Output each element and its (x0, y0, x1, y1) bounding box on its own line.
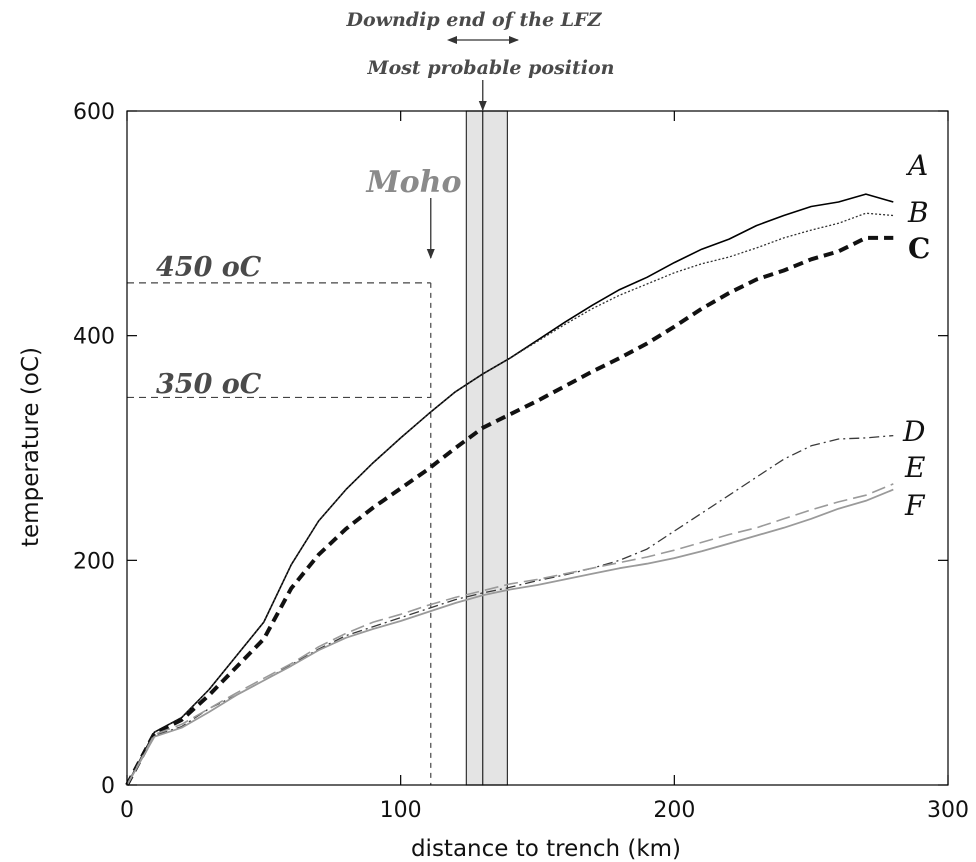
x-axis-label: distance to trench (km) (411, 836, 681, 862)
plot-frame (126, 110, 949, 786)
series-label-e: E (904, 451, 925, 484)
moho-label: Moho (365, 165, 461, 200)
series-line-f (126, 488, 894, 786)
series-label-f: F (904, 489, 926, 522)
ticklabel-layer: 0 100 200 300 0 200 400 600 (73, 100, 969, 823)
most-probable-position-label: Most probable position (367, 57, 615, 79)
lfz-band-right (482, 110, 508, 786)
series-line-b (126, 212, 894, 786)
x-tick-label-3: 300 (927, 798, 969, 823)
x-tick-label-2: 200 (653, 798, 695, 823)
series-line-d (126, 434, 894, 786)
isotherm-450-label: 450 oC (156, 252, 262, 283)
y-tick-label-0: 0 (101, 774, 115, 799)
y-tick-label-2: 400 (73, 325, 115, 350)
isotherm-layer (127, 282, 432, 785)
series-layer (125, 193, 894, 786)
tick-layer (126, 110, 949, 786)
series-line-c (125, 235, 894, 786)
lfz-downdip-label: Downdip end of the LFZ (346, 9, 603, 31)
series-line-e (126, 483, 894, 786)
series-label-a: A (905, 149, 928, 182)
lfz-band-left (465, 110, 484, 786)
lfz-band-layer (465, 110, 508, 786)
y-axis-label: temperature (oC) (18, 347, 44, 547)
series-label-c: C (908, 232, 930, 265)
x-tick-label-1: 100 (380, 798, 422, 823)
isotherm-350-label: 350 oC (156, 369, 262, 400)
series-label-b: B (907, 196, 929, 229)
y-tick-label-3: 600 (73, 100, 115, 125)
y-tick-label-1: 200 (73, 549, 115, 574)
x-tick-label-0: 0 (120, 798, 134, 823)
series-label-d: D (902, 415, 925, 448)
curve-label-layer: ABC DEF (902, 149, 930, 522)
